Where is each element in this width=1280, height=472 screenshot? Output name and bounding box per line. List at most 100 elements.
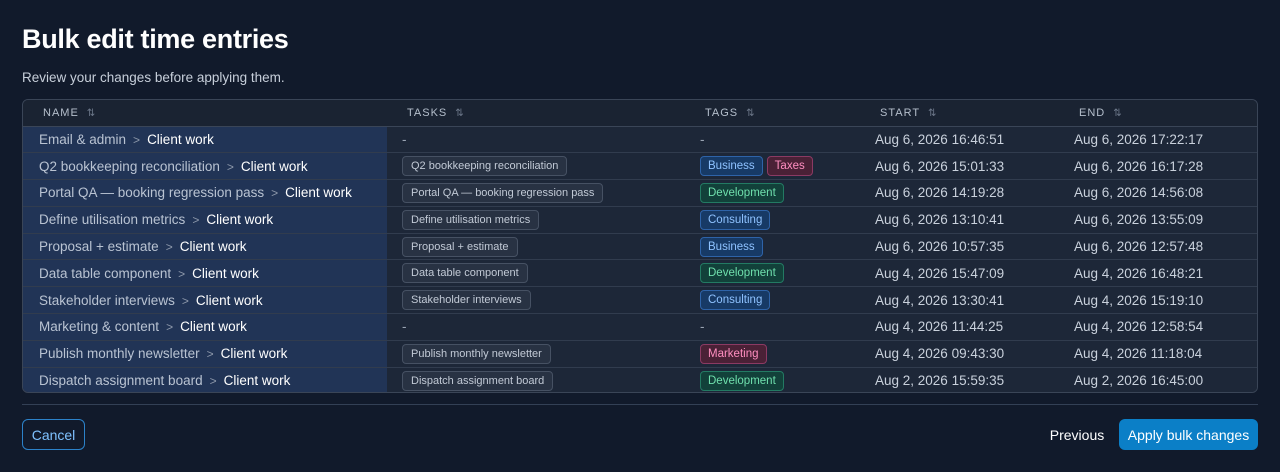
- project-name: Client work: [206, 212, 274, 228]
- task-chip[interactable]: Data table component: [402, 263, 528, 284]
- apply-bulk-changes-button[interactable]: Apply bulk changes: [1119, 419, 1258, 450]
- page-subtitle: Review your changes before applying them…: [22, 70, 285, 85]
- footer-divider: [22, 404, 1258, 405]
- tag-badge[interactable]: Development: [700, 182, 784, 203]
- task-chip[interactable]: Dispatch assignment board: [402, 370, 554, 391]
- start-cell: Aug 6, 2026 14:19:28: [860, 179, 1059, 207]
- sort-arrows-icon[interactable]: ⇅: [928, 107, 937, 119]
- entry-name: Publish monthly newsletter: [39, 346, 200, 362]
- tag-badge[interactable]: Development: [700, 370, 784, 391]
- start-cell: Aug 4, 2026 11:44:25: [860, 313, 1059, 341]
- sort-arrows-icon[interactable]: ⇅: [1113, 107, 1122, 119]
- chevron-right-icon: >: [133, 132, 141, 147]
- empty-task: -: [402, 131, 407, 147]
- project-name: Client work: [195, 292, 263, 308]
- start-cell: Aug 6, 2026 10:57:35: [860, 232, 1059, 260]
- start-cell: Aug 4, 2026 15:47:09: [860, 259, 1059, 287]
- tag-badge[interactable]: Consulting: [700, 290, 771, 311]
- chevron-right-icon: >: [271, 186, 279, 201]
- empty-tags: -: [700, 319, 705, 335]
- table-header-row: NAME ⇅ TASKS ⇅ TAGS ⇅ START ⇅ END ⇅: [23, 100, 1257, 127]
- name-cell[interactable]: Publish monthly newsletter > Client work: [23, 339, 387, 368]
- entry-name: Data table component: [39, 265, 172, 281]
- table-row[interactable]: Data table component > Client work Data tab…: [23, 259, 1257, 287]
- tasks-cell: Stakeholder interviews: [387, 286, 685, 314]
- tasks-cell: Define utilisation metrics: [387, 205, 685, 234]
- column-header-start[interactable]: START ⇅: [860, 100, 1059, 127]
- tasks-cell: Data table component: [387, 259, 685, 287]
- table-row[interactable]: Portal QA — booking regression pass > Clie…: [23, 179, 1257, 207]
- entry-name: Dispatch assignment board: [39, 373, 203, 389]
- tag-badge[interactable]: Business: [700, 236, 763, 257]
- tasks-cell: Portal QA — booking regression pass: [387, 179, 685, 207]
- task-chip[interactable]: Define utilisation metrics: [402, 209, 540, 230]
- start-cell: Aug 6, 2026 16:46:51: [860, 126, 1059, 153]
- tag-badge[interactable]: Business: [700, 156, 763, 177]
- table-row[interactable]: Marketing & content > Client work - - Aug 4, …: [23, 313, 1257, 341]
- cancel-button[interactable]: Cancel: [22, 419, 85, 450]
- table-row[interactable]: Email & admin > Client work - - Aug 6, 2026 1…: [23, 126, 1257, 153]
- start-cell: Aug 6, 2026 15:01:33: [860, 152, 1059, 180]
- task-chip[interactable]: Publish monthly newsletter: [402, 343, 551, 364]
- entry-name: Q2 bookkeeping reconciliation: [39, 158, 220, 174]
- tag-badge[interactable]: Taxes: [766, 156, 813, 177]
- table-row[interactable]: Define utilisation metrics > Client work De…: [23, 205, 1257, 234]
- name-cell[interactable]: Email & admin > Client work: [23, 126, 387, 153]
- name-cell[interactable]: Marketing & content > Client work: [23, 313, 387, 341]
- name-cell[interactable]: Stakeholder interviews > Client work: [23, 286, 387, 314]
- empty-tags: -: [700, 131, 705, 147]
- task-chip[interactable]: Q2 bookkeeping reconciliation: [402, 156, 568, 177]
- tags-cell: Marketing: [685, 339, 860, 368]
- table-row[interactable]: Proposal + estimate > Client work Proposal …: [23, 232, 1257, 260]
- column-header-tasks[interactable]: TASKS ⇅: [387, 100, 685, 127]
- project-name: Client work: [220, 346, 288, 362]
- table-body: Email & admin > Client work - - Aug 6, 2026 1…: [23, 126, 1257, 392]
- tag-badge[interactable]: Marketing: [700, 343, 767, 364]
- name-cell[interactable]: Dispatch assignment board > Client work: [23, 366, 387, 392]
- tags-cell: -: [685, 313, 860, 341]
- previous-button[interactable]: Previous: [1040, 419, 1114, 450]
- tags-cell: Development: [685, 259, 860, 287]
- project-name: Client work: [147, 131, 214, 147]
- chevron-right-icon: >: [166, 320, 174, 335]
- chevron-right-icon: >: [165, 240, 173, 255]
- project-name: Client work: [179, 239, 247, 255]
- start-cell: Aug 4, 2026 09:43:30: [860, 339, 1059, 368]
- project-name: Client work: [192, 265, 259, 281]
- tags-cell: Development: [685, 366, 860, 392]
- tasks-cell: Publish monthly newsletter: [387, 339, 685, 368]
- name-cell[interactable]: Data table component > Client work: [23, 259, 387, 287]
- sort-arrows-icon[interactable]: ⇅: [86, 107, 96, 119]
- tasks-cell: Q2 bookkeeping reconciliation: [387, 152, 685, 180]
- tag-badge[interactable]: Consulting: [700, 209, 771, 230]
- end-cell: Aug 2, 2026 16:45:00: [1059, 366, 1257, 392]
- column-header-name[interactable]: NAME ⇅: [23, 100, 387, 127]
- column-header-tags[interactable]: TAGS ⇅: [685, 100, 860, 127]
- empty-task: -: [402, 319, 407, 335]
- name-cell[interactable]: Define utilisation metrics > Client work: [23, 205, 387, 234]
- task-chip[interactable]: Portal QA — booking regression pass: [402, 182, 604, 203]
- tags-cell: Consulting: [685, 286, 860, 314]
- tags-cell: Business Taxes: [685, 152, 860, 180]
- tags-cell: Business: [685, 232, 860, 260]
- sort-arrows-icon[interactable]: ⇅: [746, 107, 755, 119]
- name-cell[interactable]: Q2 bookkeeping reconciliation > Client wor…: [23, 152, 387, 180]
- project-name: Client work: [180, 319, 247, 335]
- tag-badge[interactable]: Development: [700, 263, 784, 284]
- entry-name: Define utilisation metrics: [39, 212, 186, 228]
- start-cell: Aug 6, 2026 13:10:41: [860, 205, 1059, 234]
- table-row[interactable]: Q2 bookkeeping reconciliation > Client wor…: [23, 152, 1257, 180]
- name-cell[interactable]: Portal QA — booking regression pass > Clie…: [23, 179, 387, 207]
- task-chip[interactable]: Stakeholder interviews: [402, 290, 531, 311]
- name-cell[interactable]: Proposal + estimate > Client work: [23, 232, 387, 260]
- table-row[interactable]: Stakeholder interviews > Client work Stakeh…: [23, 286, 1257, 314]
- chevron-right-icon: >: [206, 347, 214, 362]
- entry-name: Proposal + estimate: [39, 239, 159, 255]
- task-chip[interactable]: Proposal + estimate: [402, 236, 518, 257]
- column-header-end[interactable]: END ⇅: [1059, 100, 1257, 127]
- chevron-right-icon: >: [192, 213, 200, 228]
- table-row[interactable]: Dispatch assignment board > Client work Dis…: [23, 366, 1257, 392]
- table-row[interactable]: Publish monthly newsletter > Client work Pu…: [23, 339, 1257, 368]
- chevron-right-icon: >: [226, 159, 234, 174]
- sort-arrows-icon[interactable]: ⇅: [455, 107, 464, 119]
